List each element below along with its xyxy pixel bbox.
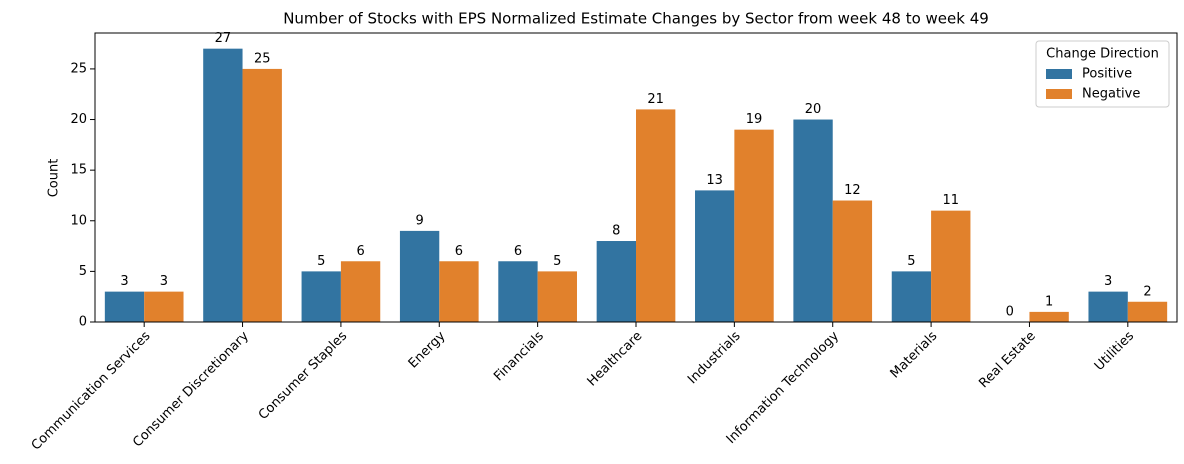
bar	[1029, 311, 1069, 322]
value-label: 0	[1006, 305, 1014, 320]
bar	[636, 109, 676, 322]
value-label: 12	[844, 183, 861, 198]
x-tick-label: Consumer Staples	[256, 329, 350, 423]
x-tick-label: Utilities	[1092, 329, 1137, 374]
value-label: 3	[120, 274, 128, 289]
y-tick-label: 25	[70, 61, 87, 76]
value-label: 5	[553, 254, 561, 269]
x-tick-label: Consumer Discretionary	[130, 328, 252, 450]
bar	[695, 190, 735, 322]
bar	[1088, 291, 1128, 322]
y-tick-label: 10	[70, 213, 87, 228]
bar	[340, 261, 381, 322]
legend-label: Negative	[1082, 87, 1140, 102]
legend-swatch	[1046, 89, 1072, 99]
value-label: 6	[455, 244, 463, 259]
legend-title: Change Direction	[1046, 47, 1159, 62]
value-label: 27	[215, 31, 232, 46]
value-label: 5	[317, 254, 325, 269]
value-label: 9	[415, 213, 423, 228]
x-tick-label: Information Technology	[724, 328, 842, 446]
y-tick-label: 0	[79, 315, 87, 330]
value-label: 25	[254, 51, 271, 66]
x-tick-label: Financials	[491, 329, 547, 385]
bar	[203, 48, 243, 323]
bar	[399, 230, 440, 322]
bar	[439, 261, 479, 322]
y-axis-label: Count	[47, 159, 62, 198]
bar	[1127, 301, 1168, 322]
bar	[891, 271, 932, 322]
bar	[537, 271, 577, 322]
x-tick-label: Energy	[406, 328, 449, 371]
bar	[242, 68, 282, 323]
bar	[498, 261, 538, 322]
bar	[931, 210, 971, 322]
bar	[104, 291, 145, 322]
y-tick-label: 20	[70, 112, 87, 127]
y-tick-label: 5	[79, 264, 87, 279]
bar	[596, 241, 636, 322]
axes-frame	[94, 32, 1178, 323]
value-label: 11	[942, 193, 959, 208]
value-label: 6	[356, 244, 364, 259]
value-label: 2	[1143, 284, 1151, 299]
value-label: 1	[1045, 294, 1053, 309]
value-label: 19	[746, 112, 763, 127]
bar	[144, 291, 184, 322]
bar	[734, 129, 774, 322]
legend-swatch	[1046, 69, 1072, 79]
x-tick-label: Real Estate	[976, 329, 1038, 391]
value-label: 6	[514, 244, 522, 259]
value-label: 13	[706, 173, 723, 188]
value-label: 20	[805, 102, 822, 117]
value-label: 21	[647, 92, 664, 107]
value-label: 5	[907, 254, 915, 269]
legend-label: Positive	[1082, 67, 1132, 82]
value-label: 3	[160, 274, 168, 289]
bar	[832, 200, 873, 322]
bar	[301, 271, 341, 322]
y-tick-label: 15	[70, 163, 87, 178]
chart-title: Number of Stocks with EPS Normalized Est…	[283, 10, 989, 28]
x-tick-label: Healthcare	[585, 329, 646, 390]
value-label: 3	[1104, 274, 1112, 289]
value-label: 8	[612, 224, 620, 239]
bar	[793, 119, 833, 323]
x-tick-label: Materials	[888, 329, 941, 382]
x-tick-label: Industrials	[685, 329, 744, 388]
